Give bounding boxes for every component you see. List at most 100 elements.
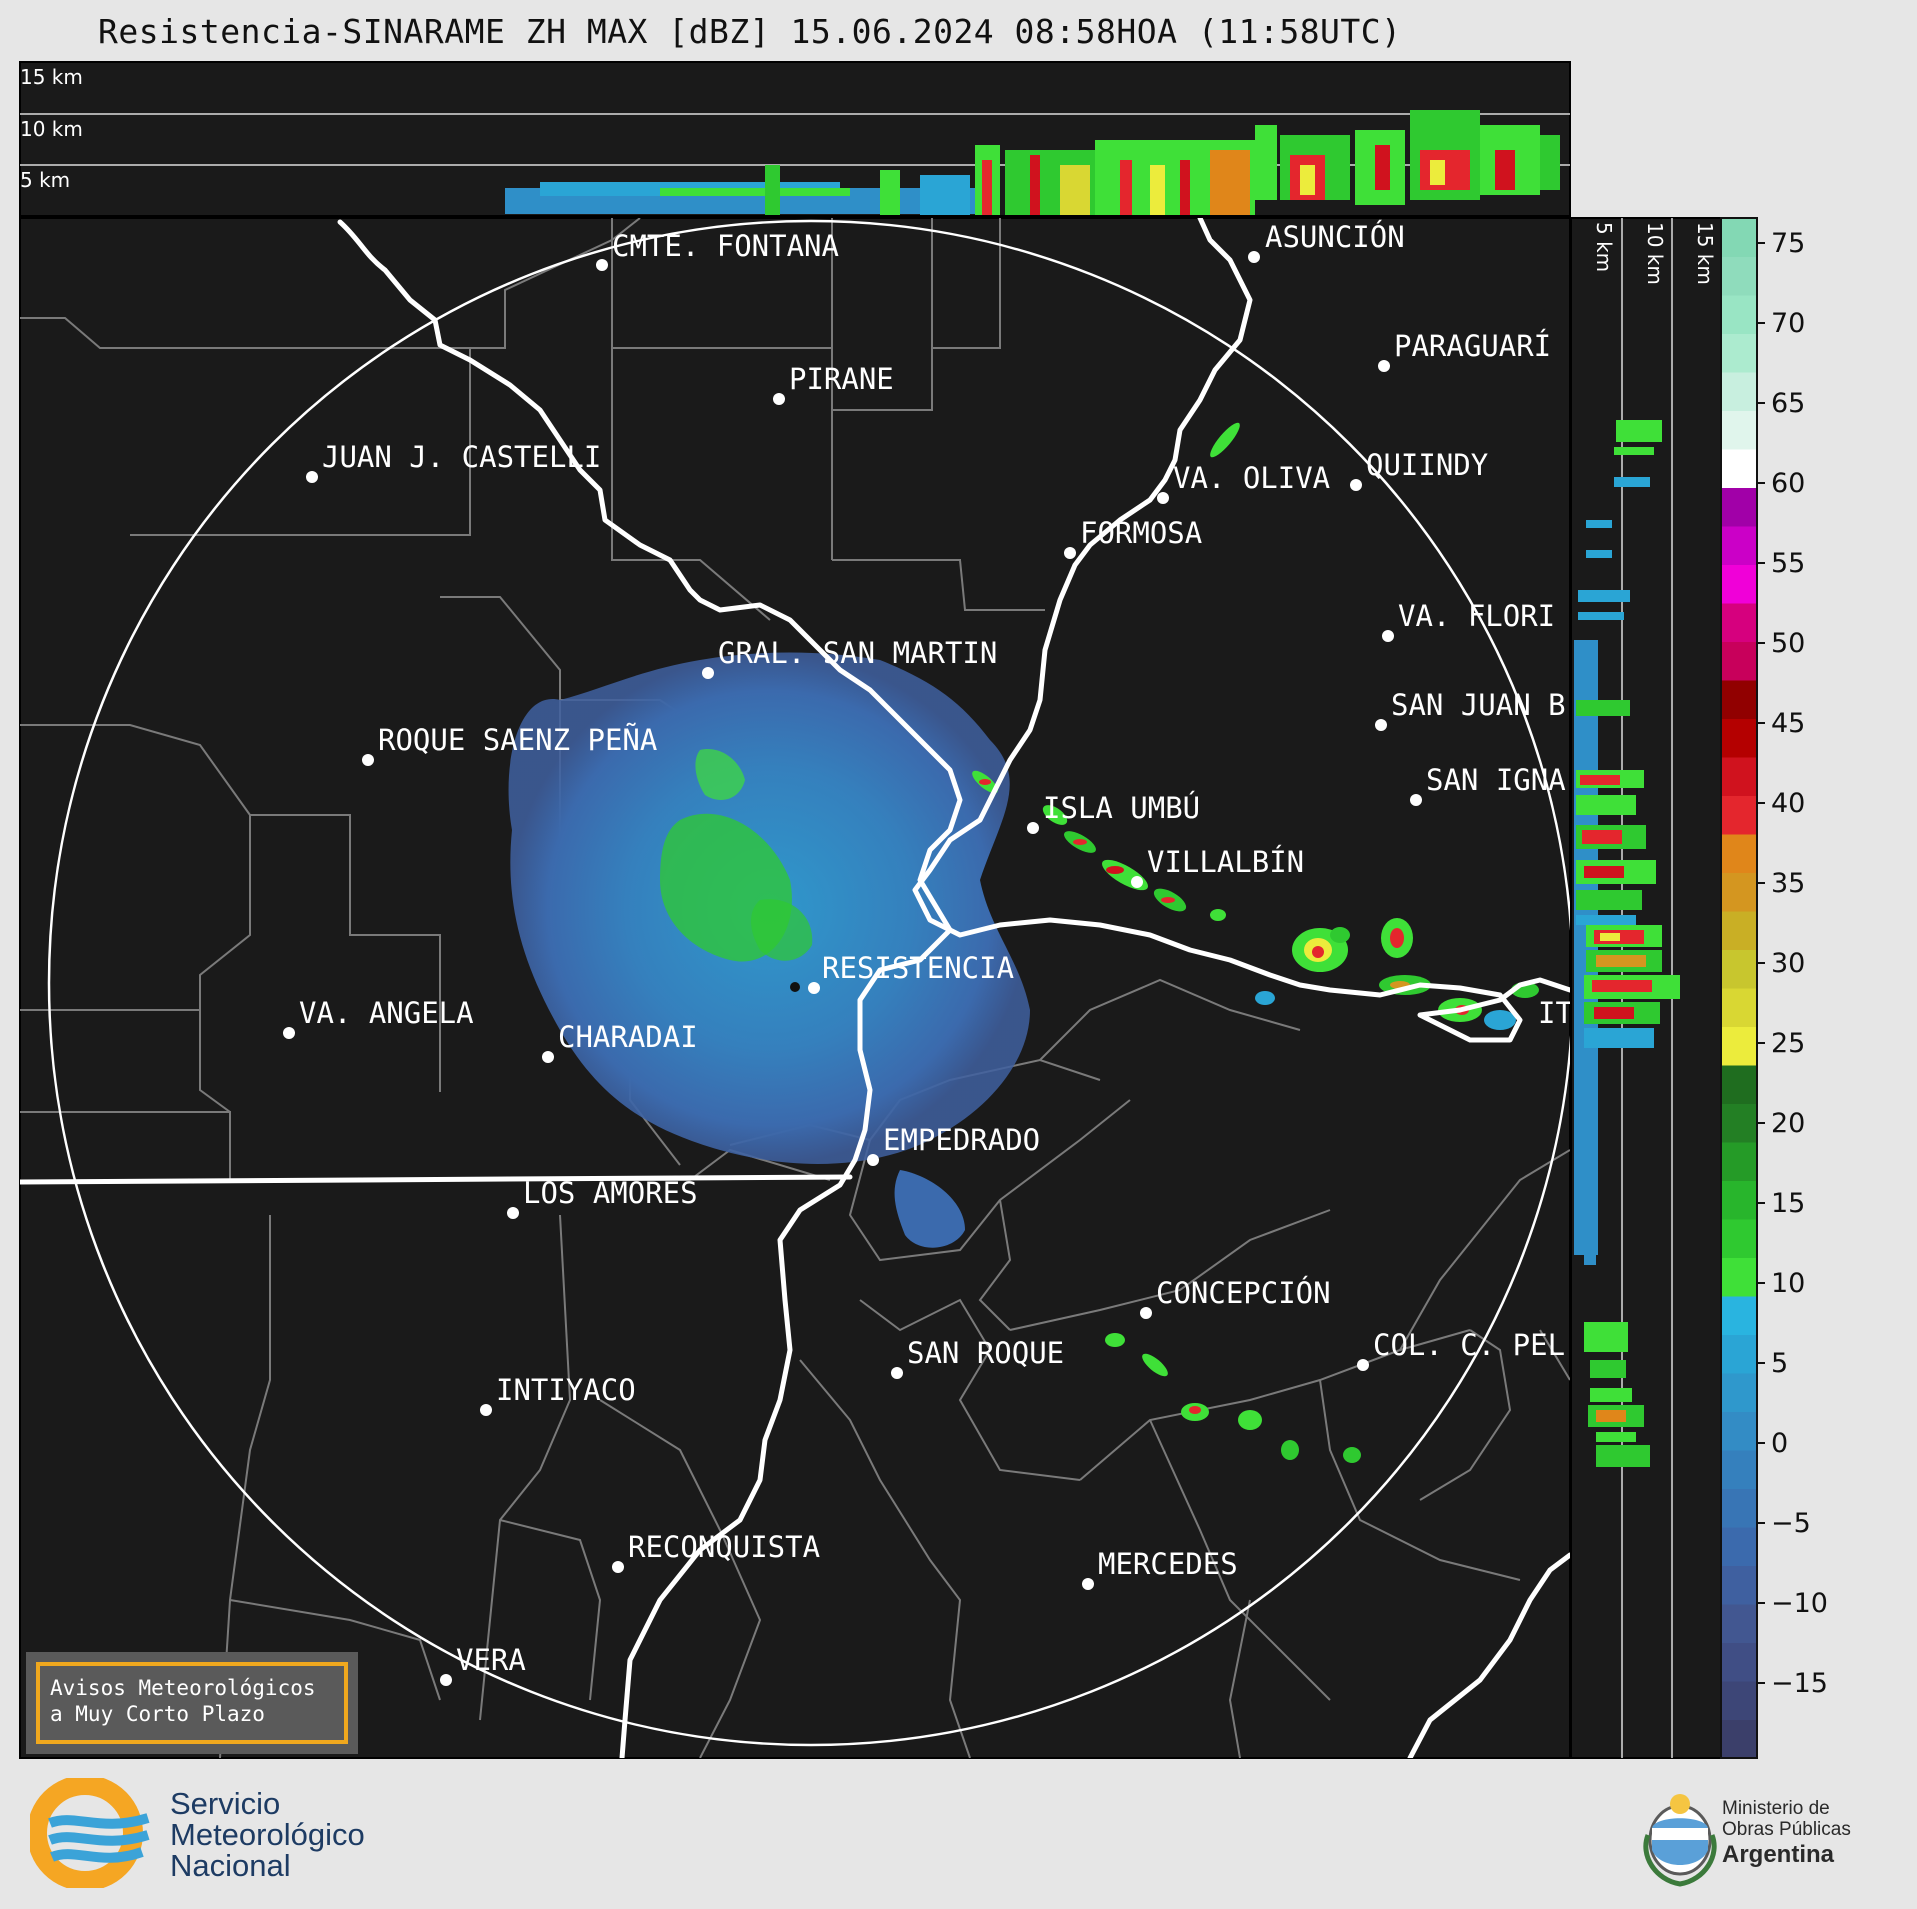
colorbar-swatch	[1721, 872, 1757, 912]
colorbar-swatch	[1721, 1219, 1757, 1258]
svg-text:VA. ANGELA: VA. ANGELA	[299, 996, 474, 1030]
colorbar-swatch	[1721, 526, 1757, 565]
side-height-panel: 5 km 10 km 15 km	[1570, 217, 1722, 1759]
radar-map: CMTE. FONTANA ASUNCIÓN PARAGUARÍ PIRANE …	[19, 217, 1573, 1759]
colorbar-swatch	[1721, 1527, 1757, 1566]
colorbar-tick-label: 35	[1771, 868, 1805, 899]
colorbar-swatch	[1721, 680, 1757, 719]
colorbar-tick-label: 50	[1771, 628, 1805, 659]
colorbar-swatch	[1721, 1257, 1757, 1297]
city-charadai: CHARADAI	[542, 1020, 698, 1063]
colorbar-swatch	[1721, 256, 1757, 296]
colorbar-swatch	[1721, 1411, 1757, 1451]
colorbar-swatch	[1721, 1604, 1757, 1643]
colorbar-swatches	[1721, 218, 1757, 1759]
colorbar-swatch	[1721, 410, 1757, 450]
city-vera: VERA	[440, 1643, 526, 1686]
ministry-line-3: Argentina	[1722, 1841, 1835, 1868]
coat-of-arms-icon	[1643, 1794, 1717, 1887]
smn-line-1: Servicio	[170, 1786, 281, 1821]
colorbar-swatch	[1721, 603, 1757, 642]
svg-text:PIRANE: PIRANE	[789, 362, 894, 396]
top-panel-echoes	[505, 110, 1560, 215]
svg-text:PARAGUARÍ: PARAGUARÍ	[1394, 329, 1551, 363]
smn-line-2: Meteorológico	[170, 1817, 365, 1852]
city-roque-saenz-pena: ROQUE SAENZ PEÑA	[362, 723, 657, 766]
colorbar-swatch	[1721, 564, 1757, 604]
top-km-5: 5 km	[20, 168, 70, 192]
colorbar-swatch	[1721, 295, 1757, 334]
colorbar-tick-label: 20	[1771, 1108, 1805, 1139]
colorbar-tick-label: 0	[1771, 1428, 1788, 1459]
colorbar-swatch	[1721, 1065, 1757, 1104]
svg-text:SAN ROQUE: SAN ROQUE	[907, 1336, 1064, 1370]
colorbar-swatch	[1721, 1026, 1757, 1066]
colorbar-swatch	[1721, 1103, 1757, 1143]
svg-text:VA. FLORI: VA. FLORI	[1398, 599, 1555, 633]
svg-text:VA. OLIVA: VA. OLIVA	[1173, 461, 1330, 495]
city-isla-umbu: ISLA UMBÚ	[1027, 791, 1200, 834]
city-san-ignacio: SAN IGNA	[1410, 763, 1566, 806]
city-pirane: PIRANE	[773, 362, 894, 405]
svg-text:RECONQUISTA: RECONQUISTA	[628, 1530, 820, 1564]
colorbar-tick-label: −5	[1771, 1508, 1811, 1539]
city-quiindy: QUIINDY	[1350, 448, 1488, 491]
warning-box[interactable]: Avisos Meteorológicos a Muy Corto Plazo	[26, 1652, 358, 1754]
city-markers: CMTE. FONTANA ASUNCIÓN PARAGUARÍ PIRANE …	[283, 220, 1573, 1686]
ministry-line-1: Ministerio de	[1722, 1798, 1830, 1819]
svg-text:FORMOSA: FORMOSA	[1080, 516, 1202, 550]
top-height-panel: 15 km 10 km 5 km	[19, 61, 1571, 217]
city-gral-san-martin: GRAL. SAN MARTIN	[702, 636, 997, 679]
colorbar-swatch	[1721, 449, 1757, 488]
colorbar-swatch	[1721, 641, 1757, 681]
warning-line-2: a Muy Corto Plazo	[50, 1702, 265, 1726]
range-ring	[47, 219, 1570, 1747]
svg-text:GRAL. SAN MARTIN: GRAL. SAN MARTIN	[718, 636, 997, 670]
colorbar-tick-label: 15	[1771, 1188, 1805, 1219]
colorbar-swatch	[1721, 1373, 1757, 1412]
city-formosa: FORMOSA	[1064, 516, 1202, 559]
colorbar-tick-label: 75	[1771, 228, 1805, 259]
side-km-15: 15 km	[1693, 222, 1717, 285]
smn-logo: Servicio Meteorológico Nacional	[27, 1775, 450, 1891]
svg-text:SAN JUAN B: SAN JUAN B	[1391, 688, 1566, 722]
colorbar-swatch	[1721, 911, 1757, 950]
colorbar-tick-label: −15	[1771, 1668, 1828, 1699]
map-title: Resistencia-SINARAME ZH MAX [dBZ] 15.06.…	[98, 12, 1402, 51]
colorbar-swatch	[1721, 487, 1757, 527]
svg-text:LOS AMORES: LOS AMORES	[523, 1176, 698, 1210]
colorbar-swatch	[1721, 218, 1757, 257]
ministry-line-2: Obras Públicas	[1722, 1819, 1851, 1840]
radar-echo-main	[508, 652, 1031, 1248]
city-reconquista: RECONQUISTA	[612, 1530, 820, 1573]
city-intiyaco: INTIYACO	[480, 1373, 636, 1416]
svg-text:QUIINDY: QUIINDY	[1366, 448, 1488, 482]
colorbar-tick-label: 55	[1771, 548, 1805, 579]
city-juan-j-castelli: JUAN J. CASTELLI	[306, 440, 601, 483]
colorbar-swatch	[1721, 795, 1757, 835]
city-empedrado: EMPEDRADO	[867, 1123, 1040, 1166]
city-villalbin: VILLALBÍN	[1131, 845, 1304, 888]
svg-text:VILLALBÍN: VILLALBÍN	[1147, 845, 1304, 879]
svg-text:MERCEDES: MERCEDES	[1098, 1547, 1238, 1581]
svg-text:CHARADAI: CHARADAI	[558, 1020, 698, 1054]
colorbar-swatch	[1721, 1180, 1757, 1220]
city-asuncion: ASUNCIÓN	[1248, 220, 1405, 263]
colorbar-tick-label: 45	[1771, 708, 1805, 739]
smn-line-3: Nacional	[170, 1848, 291, 1883]
svg-text:ISLA UMBÚ: ISLA UMBÚ	[1043, 791, 1200, 825]
colorbar-tick-label: 30	[1771, 948, 1805, 979]
colorbar-swatch	[1721, 1142, 1757, 1181]
svg-text:EMPEDRADO: EMPEDRADO	[883, 1123, 1040, 1157]
colorbar-swatch	[1721, 1450, 1757, 1489]
colorbar-tick-label: 5	[1771, 1348, 1788, 1379]
city-san-juan-b: SAN JUAN B	[1375, 688, 1566, 731]
side-km-10: 10 km	[1643, 222, 1667, 285]
colorbar-swatch	[1721, 1488, 1757, 1528]
colorbar-swatch	[1721, 1296, 1757, 1335]
colorbar-swatch	[1721, 834, 1757, 873]
svg-text:IT: IT	[1538, 996, 1573, 1030]
svg-text:SAN IGNA: SAN IGNA	[1426, 763, 1566, 797]
colorbar-swatch	[1721, 949, 1757, 989]
